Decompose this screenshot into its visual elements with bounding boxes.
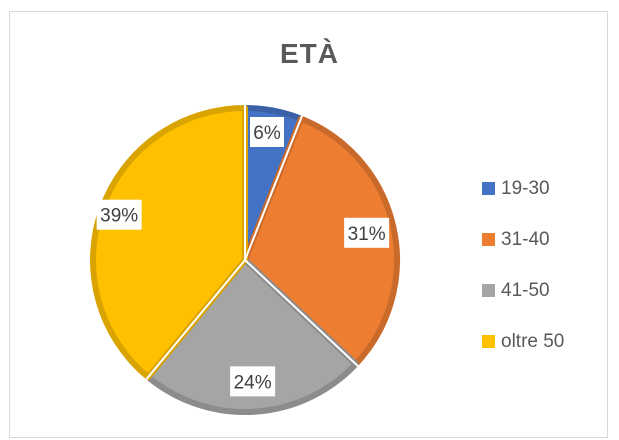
legend-swatch: [482, 182, 495, 195]
data-label-text: 39%: [100, 206, 138, 227]
legend-item-19-30: 19-30: [482, 176, 564, 201]
pie-data-labels: 6% 31% 24% 39%: [96, 117, 390, 397]
legend-swatch: [482, 335, 495, 348]
data-label-box: [96, 199, 142, 230]
data-label-41-50: 24%: [230, 366, 276, 397]
data-label-31-40: 31%: [344, 217, 390, 248]
pie-slice-41-50: [145, 257, 359, 415]
data-label-text: 24%: [234, 372, 272, 393]
legend-item-41-50: 41-50: [482, 278, 564, 303]
legend-swatch: [482, 284, 495, 297]
slice-separator: [145, 259, 246, 381]
chart-title: ETÀ: [280, 38, 339, 69]
legend-swatch: [482, 233, 495, 246]
slice-separator: [244, 115, 303, 261]
pie-slice-31-40: [242, 115, 400, 368]
data-label-text: 6%: [253, 123, 281, 144]
legend: 19-30 31-40 41-50 oltre 50: [482, 176, 564, 380]
data-label-19-30: 6%: [250, 117, 284, 147]
legend-label: 19-30: [501, 177, 550, 199]
legend-label: oltre 50: [501, 330, 565, 352]
legend-label: 31-40: [501, 228, 550, 250]
legend-label: 41-50: [501, 279, 550, 301]
legend-item-31-40: 31-40: [482, 227, 564, 252]
data-label-oltre-50: 39%: [96, 199, 142, 230]
data-label-text: 31%: [348, 224, 386, 245]
slice-separator: [244, 259, 359, 367]
pie-slices: [90, 105, 400, 415]
data-label-box: [250, 117, 284, 147]
data-label-box: [230, 366, 276, 397]
legend-item-oltre-50: oltre 50: [482, 329, 564, 354]
data-label-box: [344, 217, 390, 248]
